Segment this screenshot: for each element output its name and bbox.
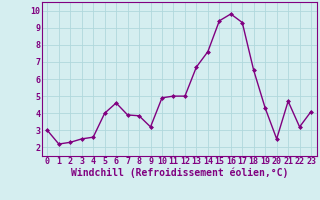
X-axis label: Windchill (Refroidissement éolien,°C): Windchill (Refroidissement éolien,°C) bbox=[70, 168, 288, 178]
